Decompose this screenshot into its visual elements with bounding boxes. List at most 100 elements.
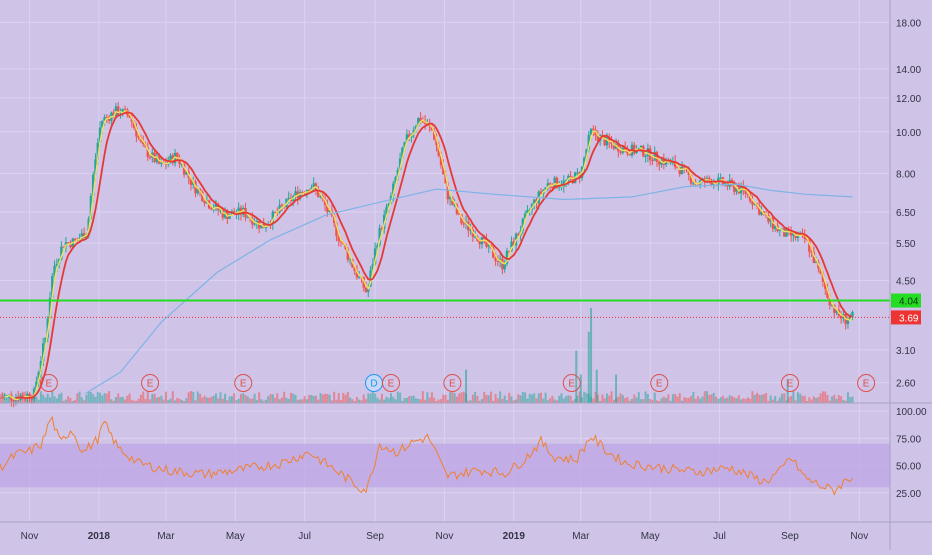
volume-bar: [803, 395, 806, 403]
volume-bar: [728, 395, 731, 403]
candle-body: [317, 189, 320, 198]
candle-body: [246, 217, 249, 219]
event-marker[interactable]: [780, 374, 799, 392]
rsi-tick-label: 100.00: [896, 407, 927, 418]
candle-body: [326, 205, 329, 212]
candle-body: [328, 210, 331, 212]
volume-bar: [596, 394, 599, 403]
volume-bar: [455, 396, 458, 403]
event-marker[interactable]: [39, 374, 58, 392]
candle-body: [646, 148, 650, 157]
candle-body: [287, 197, 290, 199]
volume-bar: [558, 395, 561, 403]
candle-body: [605, 137, 609, 146]
candle-body: [708, 177, 711, 182]
volume-bar: [744, 399, 747, 403]
candle-body: [517, 233, 520, 236]
candle-body: [442, 165, 445, 175]
rsi-band: [0, 443, 890, 488]
event-marker-label: D: [370, 379, 377, 390]
volume-bar: [712, 392, 715, 403]
volume-bar: [60, 392, 63, 403]
candle-body: [744, 189, 747, 194]
volume-bar: [660, 398, 663, 403]
volume-bar: [580, 397, 583, 403]
volume-bar: [595, 369, 598, 403]
candle-body: [148, 156, 152, 158]
volume-bar: [55, 398, 58, 403]
candle-body: [651, 160, 654, 162]
volume-bar: [501, 398, 504, 403]
candle-body: [558, 186, 561, 188]
volume-bar: [717, 398, 720, 403]
volume-bar: [146, 391, 149, 403]
volume-bar: [603, 398, 606, 403]
volume-bar: [594, 391, 597, 403]
event-marker[interactable]: [141, 374, 160, 392]
candle-body: [271, 211, 274, 225]
volume-bar: [785, 400, 788, 403]
candle-body: [851, 311, 854, 318]
volume-bar: [305, 399, 308, 403]
volume-bar: [8, 396, 11, 403]
candle-body: [596, 135, 600, 142]
event-marker[interactable]: [443, 374, 462, 392]
rsi-tick-label: 50.00: [896, 462, 921, 473]
candle-body: [478, 240, 481, 245]
volume-bar: [203, 395, 206, 403]
volume-bar: [810, 399, 813, 403]
candle-body: [51, 275, 54, 298]
candle-body: [362, 277, 365, 288]
volume-bar: [233, 393, 236, 403]
volume-bar: [185, 397, 188, 403]
ma-mid-line: [15, 111, 853, 399]
time-tick-label: Jul: [713, 531, 726, 542]
volume-bar: [694, 398, 697, 403]
volume-bar: [51, 391, 54, 403]
volume-bar: [701, 396, 704, 403]
candle-body: [764, 214, 768, 216]
candle-body: [792, 232, 795, 236]
candle-body: [39, 361, 43, 373]
volume-bar: [321, 394, 324, 403]
volume-bar: [376, 397, 379, 403]
candle-body: [117, 106, 120, 115]
volume-bar: [826, 394, 829, 403]
candle-body: [112, 112, 115, 117]
event-marker[interactable]: [562, 374, 581, 392]
event-marker[interactable]: [650, 374, 669, 392]
volume-bar: [615, 374, 618, 403]
candle-body: [508, 250, 511, 252]
volume-bar: [515, 399, 518, 403]
event-marker[interactable]: [382, 374, 401, 392]
event-marker[interactable]: [234, 374, 253, 392]
candle-body: [751, 201, 754, 205]
event-marker-label: E: [863, 379, 870, 390]
candle-body: [571, 177, 575, 183]
volume-bar: [851, 396, 854, 403]
price-tick-label: 6.50: [896, 208, 916, 219]
event-marker[interactable]: [857, 374, 876, 392]
volume-bar: [649, 399, 652, 403]
volume-bar: [108, 391, 111, 403]
candle-body: [414, 126, 418, 130]
candle-body: [833, 304, 836, 313]
candle-body: [62, 246, 65, 248]
volume-bar: [328, 394, 331, 403]
volume-bar: [408, 396, 411, 403]
candle-body: [539, 191, 543, 195]
candle-body: [553, 177, 556, 189]
volume-bar: [665, 397, 668, 403]
time-tick-label: Sep: [366, 531, 384, 542]
candle-body: [35, 381, 38, 389]
candle-body: [260, 224, 263, 229]
candle-body: [44, 337, 47, 344]
candle-body: [55, 263, 59, 266]
volume-bar: [685, 397, 688, 403]
volume-bar: [301, 399, 304, 403]
volume-bar: [569, 395, 572, 403]
candle-body: [644, 156, 647, 158]
event-marker-label: E: [388, 379, 395, 390]
volume-bar: [760, 394, 763, 403]
